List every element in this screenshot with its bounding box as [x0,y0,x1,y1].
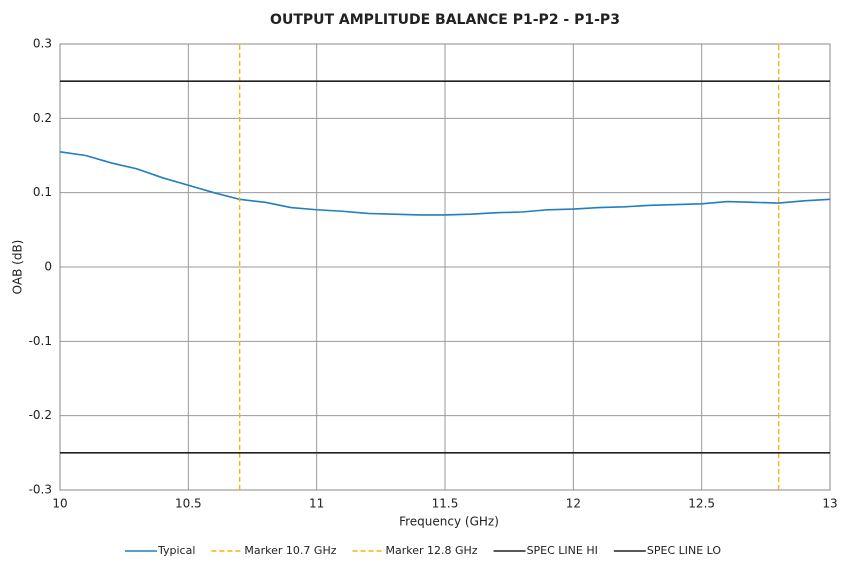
y-tick-label: 0 [44,260,52,274]
y-tick-label: 0.2 [33,111,52,125]
legend-label: SPEC LINE HI [527,544,598,557]
chart-title: OUTPUT AMPLITUDE BALANCE P1-P2 - P1-P3 [270,12,620,28]
series-line [59,150,831,216]
y-axis-label: OAB (dB) [11,240,25,295]
y-tick-label: 0.1 [33,185,52,199]
x-tick-label: 12.5 [688,497,715,511]
x-tick-label: 12 [566,497,581,511]
plot-border [59,43,831,491]
legend-label: SPEC LINE LO [647,544,722,557]
legend-label: Marker 12.8 GHz [385,544,477,557]
x-tick-label: 13 [822,497,837,511]
x-tick-label: 11 [309,497,324,511]
x-axis-label: Frequency (GHz) [399,515,499,529]
y-tick-label: -0.3 [29,483,52,497]
x-tick-label: 11.5 [432,497,459,511]
legend-label: Typical [157,544,195,557]
y-tick-label: 0.3 [33,37,52,51]
x-tick-label: 10.5 [175,497,202,511]
x-tick-label: 10 [52,497,67,511]
legend-label: Marker 10.7 GHz [244,544,336,557]
y-tick-label: -0.1 [29,334,52,348]
y-tick-label: -0.2 [29,408,52,422]
